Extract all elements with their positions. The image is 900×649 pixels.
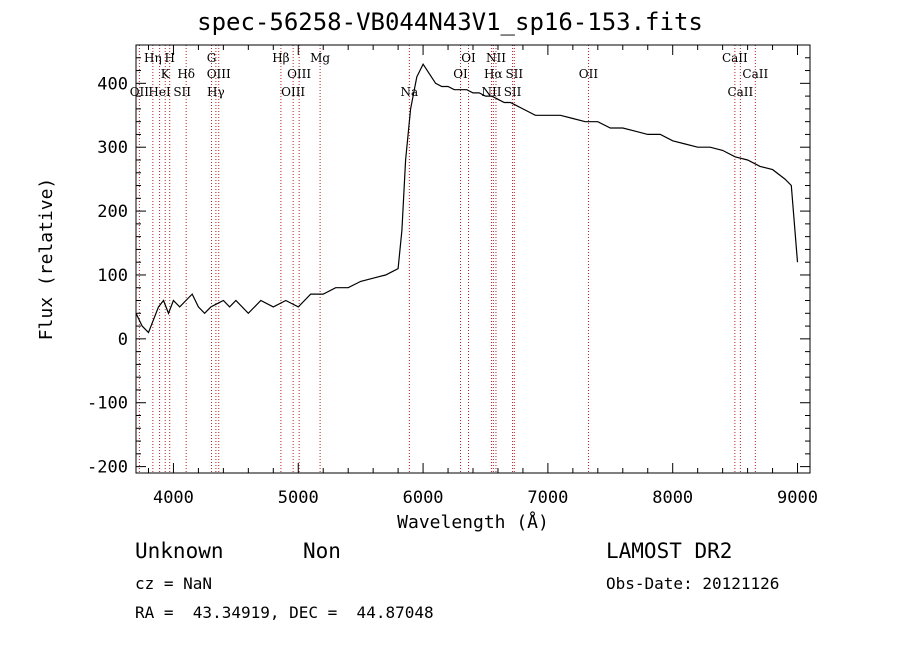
- y-tick-label: 400: [97, 74, 128, 94]
- line-label: Hα: [484, 67, 503, 81]
- line-label: OIII: [207, 67, 231, 81]
- y-axis-label: Flux (relative): [36, 178, 57, 341]
- y-tick-label: 200: [97, 202, 128, 222]
- survey-label: LAMOST DR2: [606, 539, 733, 563]
- x-tick-label: 9000: [777, 488, 818, 508]
- line-label: K: [161, 67, 171, 81]
- y-ticks: -200 -100 0 100 200 300 400: [87, 57, 810, 478]
- y-tick-label: -200: [87, 458, 128, 478]
- coordinates-label: RA = 43.34919, DEC = 44.87048: [135, 603, 434, 622]
- line-label: HeI: [148, 85, 171, 99]
- x-axis-label: Wavelength (Å): [397, 511, 549, 533]
- line-label: OI: [453, 67, 468, 81]
- line-label: SII: [173, 85, 191, 99]
- y-tick-label: -100: [87, 394, 128, 414]
- chart-title: spec-56258-VB044N43V1_sp16-153.fits: [197, 8, 703, 36]
- line-label: OII: [130, 85, 150, 99]
- line-label: Hβ: [272, 51, 289, 65]
- line-label: Hη: [144, 51, 162, 65]
- y-tick-label: 100: [97, 266, 128, 286]
- redshift-label: cz = NaN: [135, 574, 213, 593]
- axes: [135, 44, 811, 474]
- line-label: SII: [504, 85, 522, 99]
- line-label: H: [164, 51, 174, 65]
- spectrum-layer: [135, 62, 799, 334]
- line-label: CaII: [722, 51, 748, 65]
- line-label: OI: [461, 51, 476, 65]
- line-label: NII: [486, 51, 506, 65]
- class-label: Unknown: [135, 539, 224, 563]
- x-tick-label: 6000: [403, 488, 444, 508]
- line-label: SII: [505, 67, 523, 81]
- plot-frame: [135, 44, 811, 474]
- spectrum-line: [135, 62, 799, 334]
- y-tick-label: 0: [118, 330, 128, 350]
- y-tick-label: 300: [97, 138, 128, 158]
- x-tick-label: 8000: [652, 488, 693, 508]
- x-tick-label: 7000: [527, 488, 568, 508]
- subclass-label: Non: [303, 539, 341, 563]
- x-tick-label: 5000: [278, 488, 319, 508]
- x-tick-label: 4000: [153, 488, 194, 508]
- line-label: CaII: [742, 67, 768, 81]
- line-label: CaII: [727, 85, 753, 99]
- line-label: Mg: [310, 51, 330, 65]
- line-label: OIII: [281, 85, 305, 99]
- line-label: Na: [401, 85, 419, 99]
- line-label: G: [207, 51, 217, 65]
- obs-date-label: Obs-Date: 20121126: [606, 574, 780, 593]
- x-ticks: 4000 5000 6000 7000 8000 9000: [147, 45, 818, 508]
- line-label: OIII: [287, 67, 311, 81]
- line-markers: [138, 45, 756, 473]
- line-label: Hδ: [177, 67, 195, 81]
- line-label: OII: [579, 67, 599, 81]
- line-label: NII: [481, 85, 501, 99]
- line-label: Hγ: [207, 85, 225, 99]
